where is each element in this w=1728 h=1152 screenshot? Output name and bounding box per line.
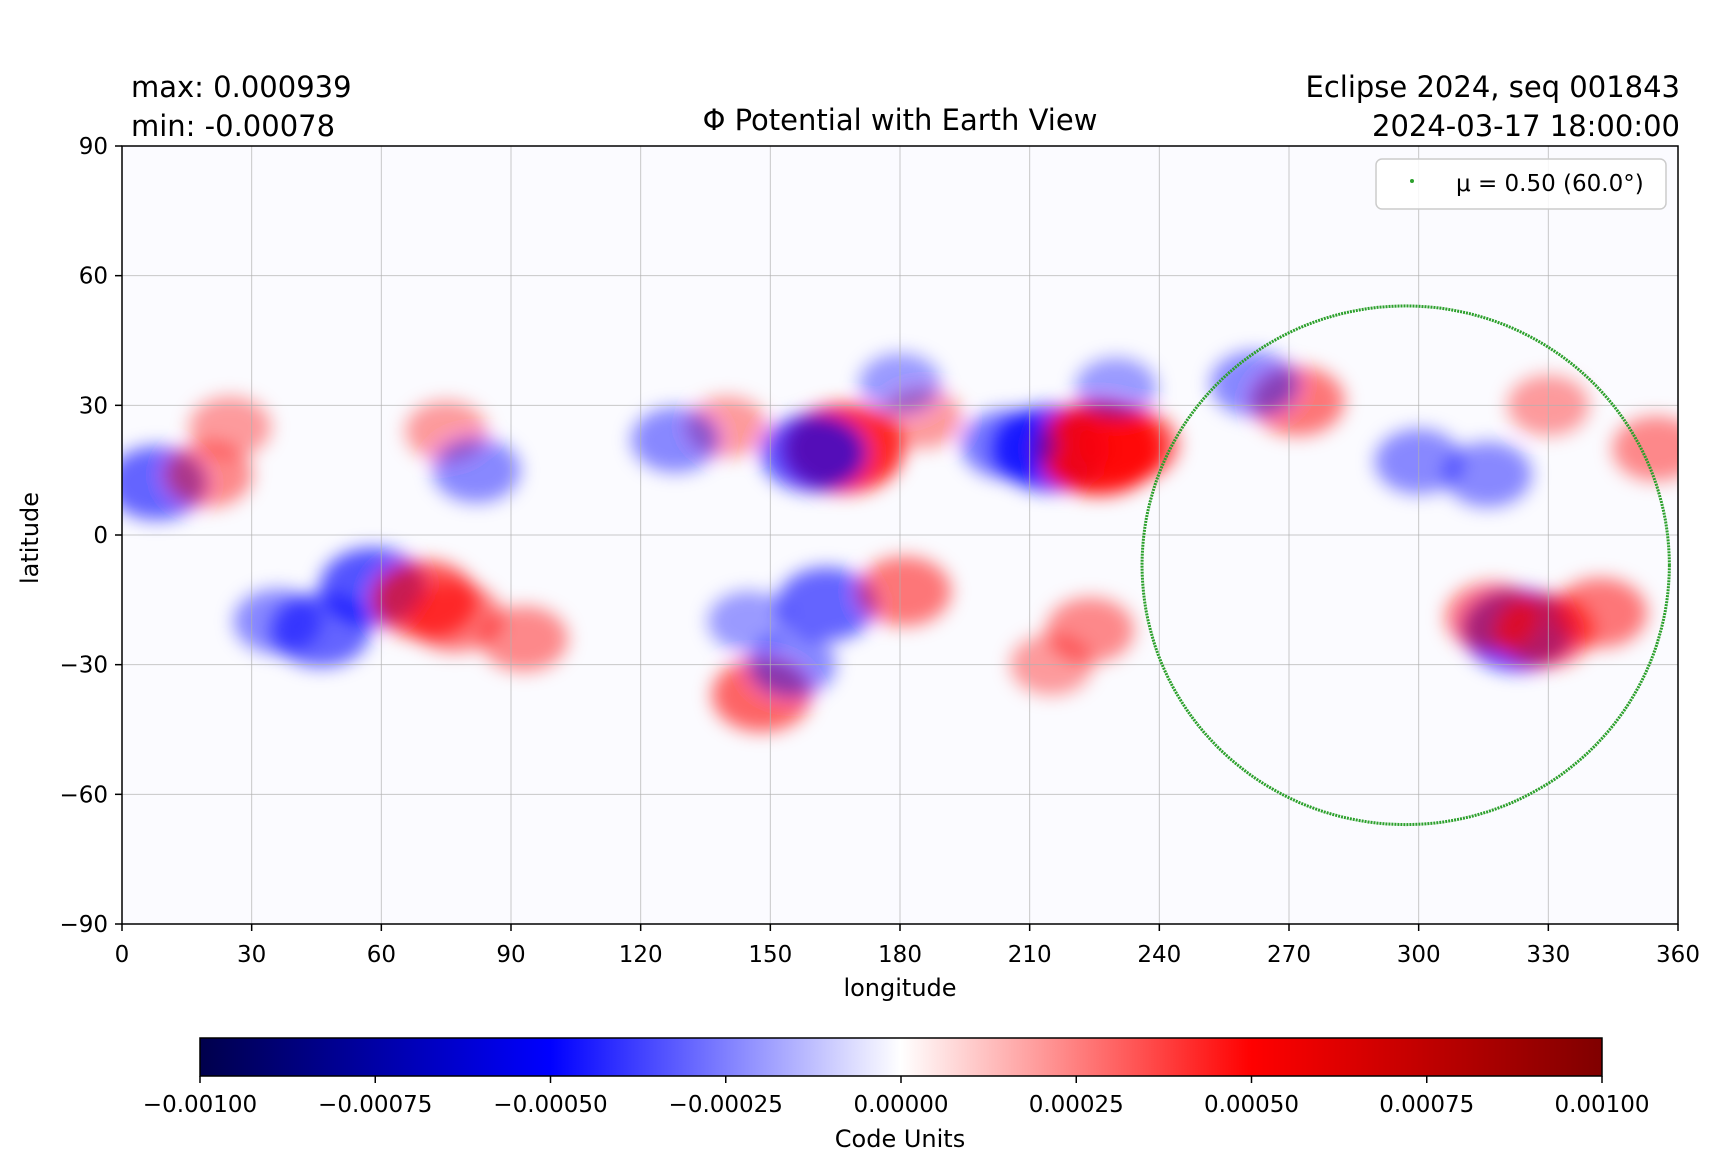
colorbar-tick-label: −0.00050 [493,1092,607,1118]
datetime-label: 2024-03-17 18:00:00 [1372,109,1680,143]
chart-title: Φ Potential with Earth View [703,103,1098,137]
heatmap-feature [407,582,502,652]
max-label: max: 0.000939 [131,70,352,104]
event-label: Eclipse 2024, seq 001843 [1305,70,1680,104]
heatmap-feature [961,409,1056,480]
x-tick-label: 270 [1267,942,1311,968]
x-tick-label: 90 [496,942,525,968]
legend-box [1375,158,1667,210]
x-tick-label: 150 [748,942,792,968]
x-tick-label: 30 [237,942,266,968]
x-tick-label: 210 [1008,942,1052,968]
colorbar-label: Code Units [835,1125,965,1152]
x-axis-label: longitude [843,974,956,1002]
colorbar-tick-label: −0.00025 [669,1092,783,1118]
heatmap-feature [164,441,253,508]
heatmap-feature [432,437,521,503]
heatmap-feature [707,591,790,652]
y-tick-label: −30 [59,653,108,679]
y-tick-label: −60 [59,782,108,808]
legend: μ = 0.50 (60.0°) [1375,158,1667,210]
heatmap-feature [189,396,272,458]
x-tick-label: 180 [878,942,922,968]
min-label: min: -0.00078 [131,109,336,143]
heatmap-feature [1443,441,1532,508]
x-tick-label: 60 [367,942,396,968]
y-tick-label: 30 [79,393,108,419]
x-tick-label: 330 [1526,942,1570,968]
y-tick-label: 90 [79,134,108,160]
colorbar-tick-label: 0.00000 [853,1092,948,1118]
colorbar [199,1037,1603,1077]
heatmap-field [122,351,1678,732]
y-axis-ticks: 90 60 30 0 −30 −60 −90 [59,134,122,938]
colorbar-tick-label: −0.00075 [318,1092,432,1118]
colorbar-tick-label: 0.00025 [1029,1092,1124,1118]
x-tick-label: 120 [619,942,663,968]
heatmap-feature [1210,351,1299,417]
heatmap-feature [776,567,877,642]
colorbar-tick-label: −0.00100 [143,1092,257,1118]
y-axis-label: latitude [16,492,44,584]
y-tick-label: 60 [79,264,108,290]
x-tick-label: 0 [115,942,130,968]
colorbar-ticks: −0.00100 −0.00075 −0.00050 −0.00025 0.00000 0… [143,1076,1650,1118]
x-axis-ticks: 0 30 60 90 120 150 180 210 240 270 300 330 360 [115,924,1700,968]
heatmap-feature [1553,578,1648,648]
legend-entry-label: μ = 0.50 (60.0°) [1456,171,1644,197]
x-tick-label: 240 [1137,942,1181,968]
heatmap-feature [1075,357,1158,419]
y-tick-label: −90 [59,912,108,938]
heatmap-feature [857,556,952,626]
heatmap-feature [1079,407,1180,482]
colorbar-tick-label: 0.00075 [1379,1092,1474,1118]
heatmap-feature [479,606,568,672]
heatmap-feature [233,588,322,655]
heatmap-feature [760,413,867,493]
x-tick-label: 360 [1656,942,1700,968]
y-tick-label: 0 [93,523,108,549]
heatmap-feature [1612,415,1678,482]
colorbar-tick-label: 0.00100 [1554,1092,1649,1118]
legend-marker [1410,179,1414,183]
colorbar-tick-label: 0.00050 [1204,1092,1299,1118]
heatmap-feature [631,407,720,473]
x-tick-label: 300 [1397,942,1441,968]
